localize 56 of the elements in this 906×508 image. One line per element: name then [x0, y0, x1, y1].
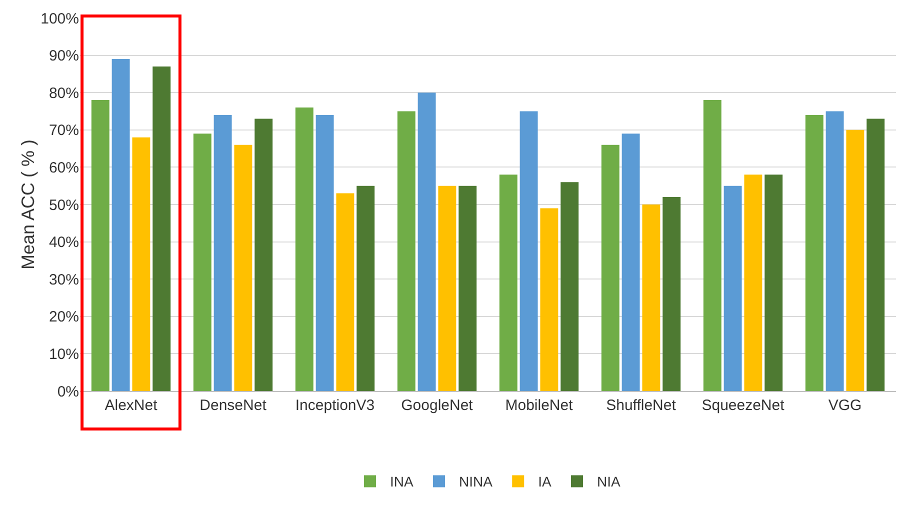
bar	[418, 92, 436, 391]
bar	[438, 186, 456, 391]
y-tick-label: 60%	[48, 159, 79, 176]
bar	[703, 100, 722, 391]
bar	[764, 174, 783, 391]
x-tick-label: InceptionV3	[295, 397, 375, 414]
bar	[91, 100, 110, 391]
y-tick-label: 90%	[48, 48, 79, 65]
y-axis-title: Mean ACC ( % )	[18, 139, 38, 270]
x-tick-label: VGG	[828, 397, 862, 414]
x-tick-label: ShuffleNet	[606, 397, 677, 414]
bar	[214, 114, 232, 391]
bar	[805, 114, 824, 391]
x-tick-label: GoogleNet	[401, 397, 474, 414]
bar	[458, 186, 477, 391]
bar	[254, 118, 273, 391]
bar	[560, 182, 579, 391]
bar	[724, 186, 742, 391]
legend-label: INA	[390, 474, 414, 490]
y-tick-label: 100%	[40, 10, 79, 28]
legend-label: IA	[538, 474, 552, 490]
bar	[846, 130, 864, 391]
bar	[744, 174, 762, 391]
x-tick-label: SqueezeNet	[702, 397, 786, 414]
bar	[642, 204, 660, 391]
legend-label: NINA	[459, 474, 494, 490]
y-tick-label: 0%	[57, 383, 79, 400]
bar	[316, 114, 334, 391]
legend-label: NIA	[597, 474, 621, 490]
bar	[601, 144, 620, 391]
bar	[234, 144, 252, 391]
bar	[397, 111, 416, 391]
y-tick-label: 70%	[48, 122, 79, 140]
bar	[336, 193, 354, 391]
bar	[826, 111, 844, 391]
bar	[295, 108, 314, 391]
bar	[112, 59, 130, 391]
y-tick-label: 50%	[48, 196, 79, 214]
y-tick-label: 20%	[48, 308, 79, 326]
y-tick-label: 80%	[48, 84, 79, 102]
bar	[866, 118, 885, 391]
y-tick-label: 40%	[48, 234, 79, 252]
x-tick-label: MobileNet	[505, 397, 574, 414]
bar	[499, 174, 518, 391]
y-tick-label: 30%	[48, 271, 79, 288]
bar	[520, 111, 538, 391]
x-tick-label: DenseNet	[200, 397, 268, 414]
bar	[152, 66, 171, 391]
x-tick-label: AlexNet	[104, 397, 158, 414]
y-tick-label: 10%	[48, 346, 79, 363]
bar	[662, 197, 681, 391]
bar	[356, 186, 375, 391]
bar	[622, 134, 640, 391]
bar	[132, 137, 150, 391]
bar	[540, 208, 558, 391]
bar	[193, 134, 212, 391]
